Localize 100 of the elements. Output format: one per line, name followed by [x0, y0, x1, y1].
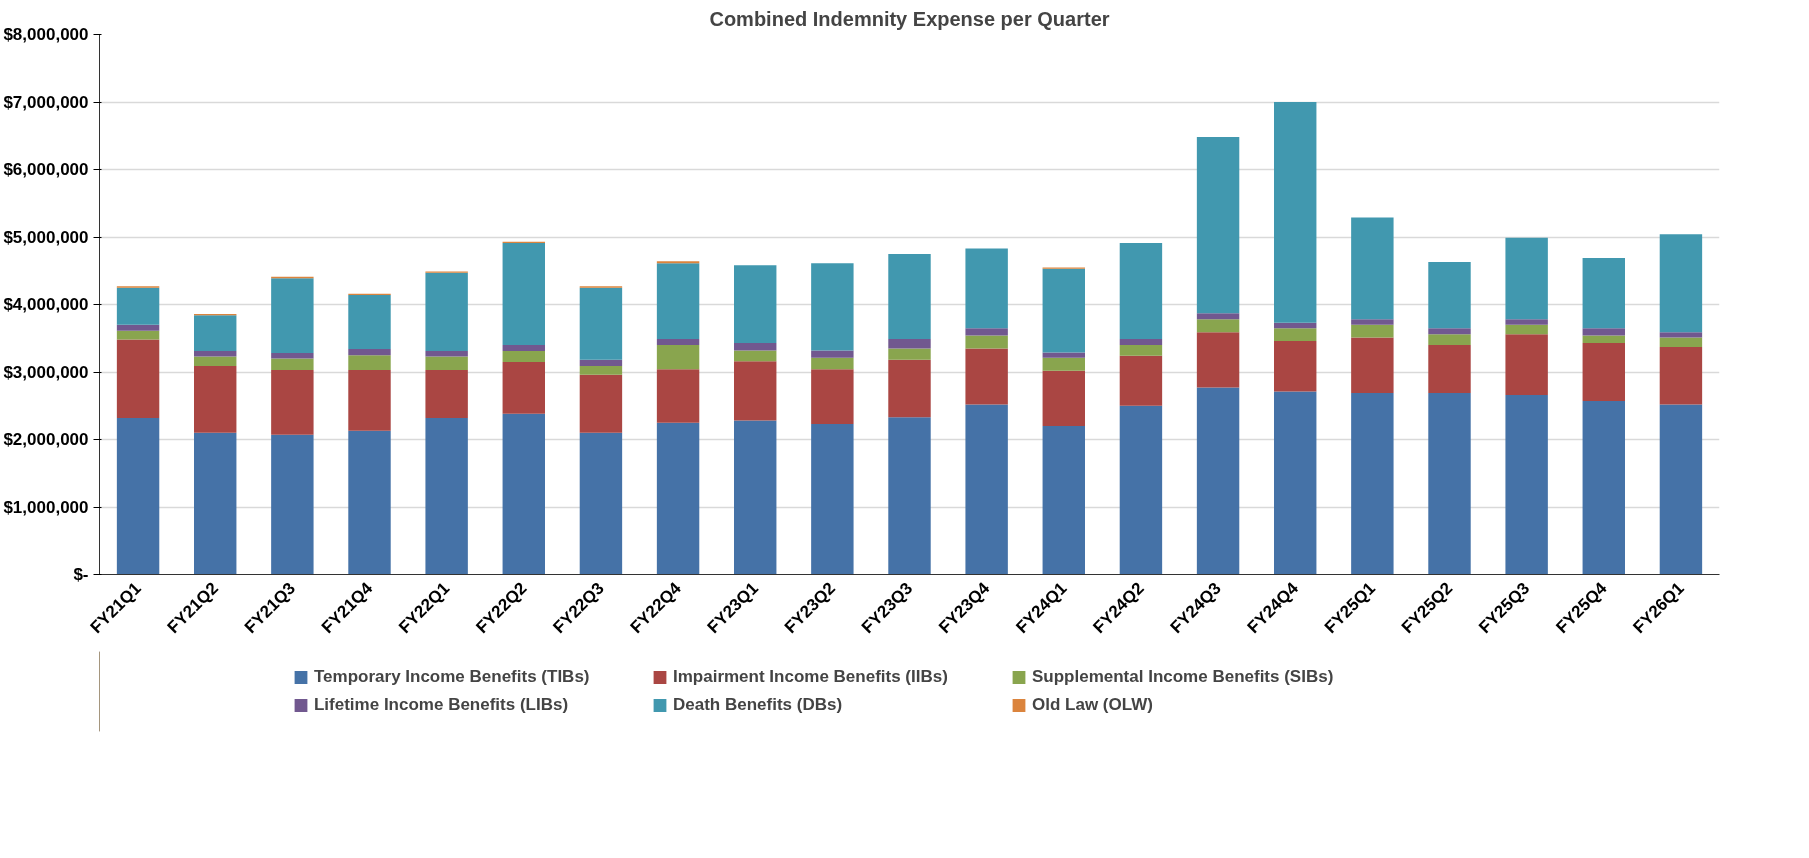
bar [1351, 337, 1394, 393]
bar [734, 342, 777, 351]
bar [194, 356, 237, 366]
bar [579, 287, 623, 360]
bar [425, 272, 468, 352]
bar [1505, 324, 1548, 335]
y-tick-label: $2,000,000 [3, 430, 89, 449]
bar [502, 361, 545, 414]
bar [502, 243, 545, 345]
y-tick-label: $8,000,000 [3, 25, 89, 44]
bar [271, 358, 314, 370]
bar [888, 348, 931, 360]
bar [888, 417, 931, 575]
bar [348, 369, 391, 431]
bar [656, 422, 700, 575]
bar [1042, 268, 1085, 353]
bar [1659, 234, 1703, 333]
bar [656, 263, 700, 339]
bar [1351, 319, 1394, 325]
bar [1119, 243, 1163, 339]
bar [116, 330, 160, 340]
bar [1042, 370, 1085, 426]
y-tick-label: $1,000,000 [3, 497, 89, 517]
bar [1274, 328, 1317, 341]
bar [1274, 340, 1317, 392]
bar [1351, 324, 1394, 338]
bar [1351, 392, 1394, 575]
bar [1196, 332, 1240, 388]
bar [425, 369, 468, 418]
bar [811, 350, 854, 358]
bar [1042, 357, 1085, 371]
bar [194, 365, 237, 433]
bar [194, 315, 237, 352]
bar [1659, 347, 1703, 405]
bar [1582, 401, 1625, 575]
bar [1428, 328, 1471, 335]
bar [656, 345, 700, 370]
bar [348, 355, 391, 370]
y-tick-label: $5,000,000 [3, 227, 89, 247]
bar [116, 324, 160, 331]
bar [502, 351, 545, 362]
bar [965, 335, 1008, 349]
bar [734, 361, 777, 421]
bar [1505, 334, 1548, 395]
bar [1582, 335, 1625, 343]
bar [271, 369, 314, 435]
bar [1505, 394, 1548, 575]
bar [194, 432, 237, 575]
bar [1428, 392, 1471, 575]
bar [1119, 405, 1163, 575]
bar [888, 253, 931, 339]
bar [1505, 319, 1548, 325]
bar [1582, 342, 1625, 402]
y-tick-label: $4,000,000 [3, 295, 89, 314]
bar [965, 328, 1008, 336]
bar [1582, 257, 1625, 329]
bar [965, 248, 1008, 329]
bar [1042, 352, 1085, 358]
chart-title: Combined Indemnity Expense per Quarter [709, 7, 1110, 30]
bar [425, 417, 468, 575]
bar [271, 353, 314, 359]
bar [116, 339, 160, 418]
y-tick-label: $3,000,000 [3, 362, 89, 382]
bar [579, 432, 623, 575]
bar [888, 338, 931, 349]
bar [656, 369, 700, 423]
bar [1428, 334, 1471, 345]
bar [1659, 332, 1703, 338]
bar [1196, 319, 1240, 333]
bar [656, 338, 700, 345]
bar [1428, 345, 1471, 393]
bar [1196, 137, 1240, 314]
bar [194, 351, 237, 357]
y-tick-label: $- [73, 565, 89, 584]
bar [1196, 387, 1240, 575]
bar [1428, 261, 1471, 329]
bar [116, 287, 160, 325]
bar [1274, 391, 1317, 575]
legend-label: Supplemental Income Benefits (SIBs) [1031, 667, 1335, 687]
y-tick-label: $7,000,000 [3, 92, 89, 112]
bar [579, 365, 623, 375]
bar [734, 350, 777, 362]
bar [811, 263, 854, 351]
bar [811, 369, 854, 424]
bar [425, 351, 468, 357]
bar [348, 430, 391, 575]
bar [348, 349, 391, 356]
bar [1659, 404, 1703, 575]
bar [425, 356, 468, 370]
legend-label: Old Law (OLW) [1031, 695, 1154, 715]
bar [965, 404, 1008, 575]
bar [579, 374, 623, 433]
bar [1351, 217, 1394, 320]
bar [579, 359, 623, 366]
bar [1042, 426, 1085, 575]
bar [348, 295, 391, 350]
bar [734, 420, 777, 575]
bar [1582, 328, 1625, 336]
bar [1659, 337, 1703, 348]
bar [271, 278, 314, 354]
